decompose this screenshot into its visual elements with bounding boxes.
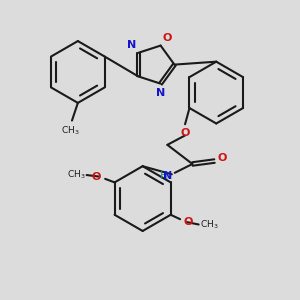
Text: O: O xyxy=(184,217,193,227)
Text: O: O xyxy=(163,33,172,43)
Text: N: N xyxy=(127,40,136,50)
Text: CH$_3$: CH$_3$ xyxy=(200,218,219,231)
Text: N: N xyxy=(163,171,172,181)
Text: CH$_3$: CH$_3$ xyxy=(67,169,85,181)
Text: O: O xyxy=(180,128,190,138)
Text: O: O xyxy=(92,172,101,182)
Text: N: N xyxy=(156,88,165,98)
Text: H: H xyxy=(160,171,168,181)
Text: O: O xyxy=(218,153,227,163)
Text: CH$_3$: CH$_3$ xyxy=(61,124,80,136)
